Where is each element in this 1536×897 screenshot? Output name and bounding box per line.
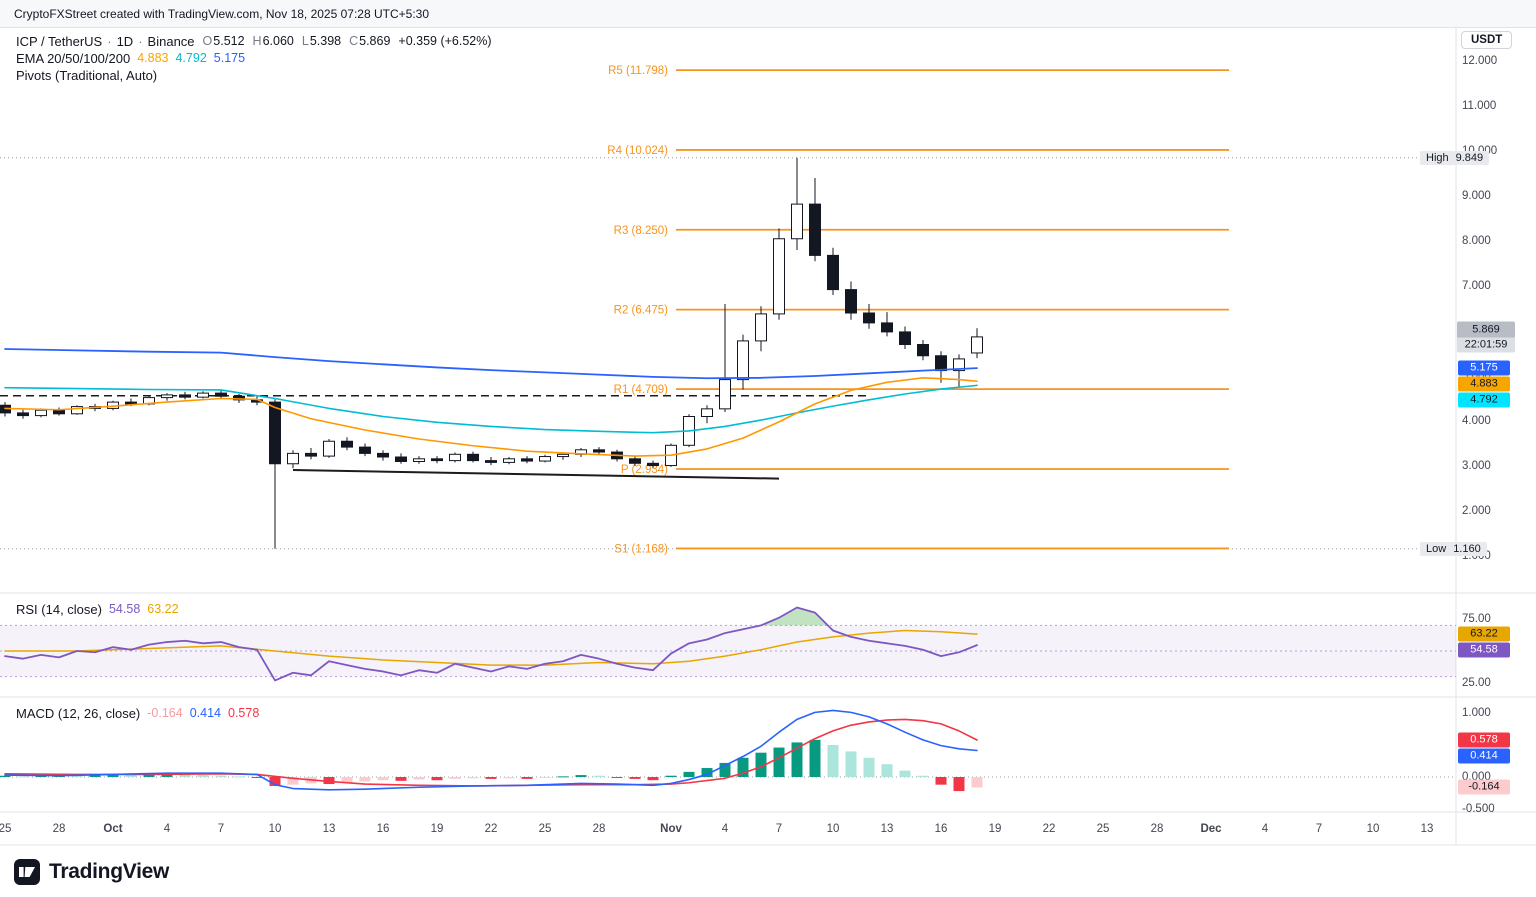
attribution-text: CryptoFXStreet created with TradingView.…	[14, 6, 429, 21]
svg-text:S1 (1.168): S1 (1.168)	[614, 543, 668, 555]
macd-hist-value: -0.164	[147, 706, 183, 720]
pivots-indicator-title[interactable]: Pivots (Traditional, Auto)	[16, 67, 158, 83]
ema200-value: 5.175	[213, 51, 246, 65]
symbol-title[interactable]: ICP / TetherUS	[16, 33, 103, 49]
low-label: L	[301, 34, 309, 48]
macd-pane-legend: MACD (12, 26, close) -0.164 0.414 0.578	[16, 705, 259, 722]
ema20-value: 4.883	[137, 51, 169, 65]
time-axis[interactable]	[0, 812, 1456, 845]
high-value: 6.060	[262, 34, 294, 48]
open-value: 5.512	[213, 34, 245, 48]
ema-row: EMA 20/50/100/200 4.883 4.792 5.175	[16, 50, 492, 66]
macd-signal-value: 0.578	[228, 706, 260, 720]
svg-text:R3 (8.250): R3 (8.250)	[614, 225, 669, 237]
macd-indicator-title[interactable]: MACD (12, 26, close)	[16, 705, 141, 721]
high-label: H	[252, 34, 262, 48]
change-value: +0.359 (+6.52%)	[398, 34, 492, 48]
svg-text:R5 (11.798): R5 (11.798)	[608, 65, 668, 77]
macd-row: MACD (12, 26, close) -0.164 0.414 0.578	[16, 705, 259, 721]
pivots-row: Pivots (Traditional, Auto)	[16, 67, 492, 83]
rsi-ma-value: 63.22	[147, 602, 179, 616]
svg-text:R1 (4.709): R1 (4.709)	[614, 384, 669, 396]
exchange-label[interactable]: Binance	[147, 33, 195, 49]
footer: TradingView	[0, 846, 1536, 897]
svg-text:P (2.934): P (2.934)	[621, 464, 668, 476]
ema-indicator-title[interactable]: EMA 20/50/100/200	[16, 50, 131, 66]
price-axis[interactable]	[1456, 28, 1536, 812]
svg-text:R2 (6.475): R2 (6.475)	[614, 305, 669, 317]
currency-button[interactable]: USDT	[1461, 31, 1513, 49]
close-label: C	[349, 34, 359, 48]
attribution-bar: CryptoFXStreet created with TradingView.…	[0, 0, 1536, 28]
low-value: 5.398	[309, 34, 342, 48]
rsi-row: RSI (14, close) 54.58 63.22	[16, 601, 179, 617]
price-pane-legend: ICP / TetherUS · 1D · Binance O 5.512 H …	[16, 33, 492, 84]
rsi-pane-legend: RSI (14, close) 54.58 63.22	[16, 601, 179, 618]
open-label: O	[202, 34, 213, 48]
svg-text:R4 (10.024): R4 (10.024)	[607, 145, 668, 157]
tradingview-wordmark[interactable]: TradingView	[49, 859, 170, 883]
ema100-value: 4.792	[175, 51, 207, 65]
interval-label[interactable]: 1D	[116, 33, 134, 49]
close-value: 5.869	[359, 34, 391, 48]
rsi-value: 54.58	[108, 602, 141, 616]
tradingview-logo[interactable]	[14, 858, 40, 885]
rsi-indicator-title[interactable]: RSI (14, close)	[16, 601, 102, 617]
macd-line-value: 0.414	[189, 706, 221, 720]
symbol-row: ICP / TetherUS · 1D · Binance O 5.512 H …	[16, 33, 492, 49]
